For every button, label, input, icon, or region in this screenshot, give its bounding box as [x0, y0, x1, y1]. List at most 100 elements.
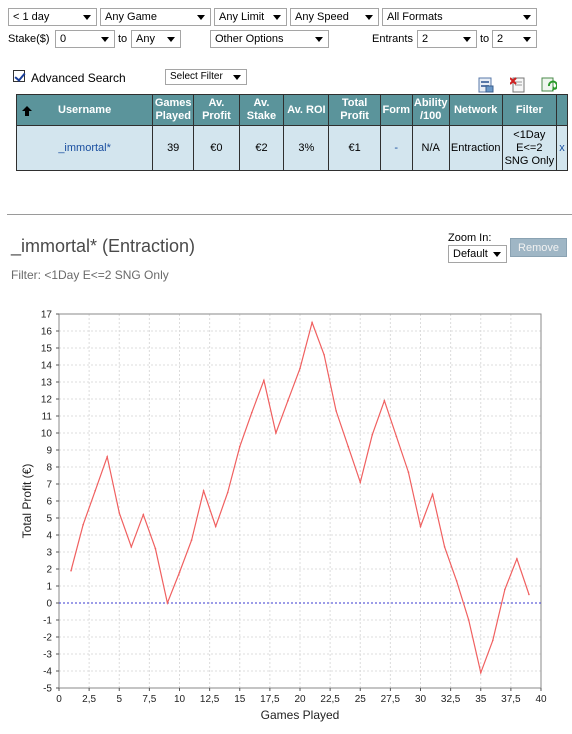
y-tick-label: 6: [46, 497, 52, 508]
entrants-max-select[interactable]: 2: [492, 30, 537, 48]
data-point: [528, 593, 530, 596]
x-tick-label: 2,5: [82, 694, 96, 705]
y-tick-label: -3: [43, 650, 52, 661]
entrants-max-value: 2: [497, 33, 504, 45]
data-point: [70, 569, 72, 572]
other-options-select[interactable]: Other Options: [210, 30, 329, 48]
data-point: [443, 546, 446, 548]
data-point: [251, 411, 253, 414]
data-point: [178, 571, 181, 574]
remove-cell[interactable]: x: [555, 125, 569, 171]
chevron-down-icon: [523, 37, 531, 42]
total-profit-header[interactable]: Total Profit: [328, 94, 381, 126]
x-tick-label: 20: [294, 694, 306, 705]
y-tick-label: 4: [46, 531, 52, 542]
data-point: [383, 399, 386, 402]
data-point: [166, 602, 169, 604]
data-point: [202, 490, 205, 492]
games-played-header[interactable]: Games Played: [152, 94, 195, 126]
table-header-row: Username Games Played Av. Profit Av. Sta…: [15, 94, 569, 126]
remove-button[interactable]: Remove: [510, 238, 567, 257]
data-point: [275, 432, 277, 434]
period-select-value: < 1 day: [13, 11, 50, 23]
data-point: [106, 456, 108, 458]
x-tick-label: 15: [234, 694, 246, 705]
player-filter-text: Filter: <1Day E<=2 SNG Only: [11, 268, 169, 282]
select-filter-dropdown[interactable]: Select Filter: [165, 69, 247, 85]
username-header[interactable]: Username: [15, 94, 154, 126]
data-point: [431, 493, 434, 496]
data-point: [238, 445, 241, 448]
av-profit-header[interactable]: Av. Profit: [193, 94, 240, 126]
chevron-down-icon: [365, 15, 373, 20]
data-point: [226, 491, 229, 494]
advanced-search-label: Advanced Search: [31, 71, 126, 85]
speed-select[interactable]: Any Speed: [290, 8, 379, 26]
username-cell[interactable]: _immortal*: [15, 125, 154, 171]
data-point: [371, 433, 374, 436]
ability-cell: N/A: [411, 125, 450, 171]
username-header-label: Username: [58, 103, 112, 116]
form-cell: -: [379, 125, 413, 171]
stake-max-value: Any: [136, 33, 155, 45]
av-roi-cell: 3%: [283, 125, 330, 171]
data-point: [359, 481, 362, 484]
format-select[interactable]: All Formats: [382, 8, 537, 26]
data-point: [299, 367, 301, 370]
entrants-min-select[interactable]: 2: [417, 30, 477, 48]
stake-label: Stake($): [8, 33, 50, 45]
x-tick-label: 7,5: [142, 694, 156, 705]
data-point: [516, 558, 518, 560]
plot-area: [59, 314, 541, 688]
x-tick-label: 22,5: [320, 694, 340, 705]
data-point: [190, 539, 193, 541]
av-stake-header[interactable]: Av. Stake: [238, 94, 285, 126]
y-tick-label: 2: [46, 565, 52, 576]
y-tick-label: -1: [43, 616, 52, 627]
stake-min-select[interactable]: 0: [55, 30, 115, 48]
player-title: _immortal* (Entraction): [11, 236, 196, 256]
data-point: [142, 513, 145, 516]
stake-max-select[interactable]: Any: [131, 30, 181, 48]
entrants-to-label: to: [480, 33, 490, 45]
y-tick-label: 9: [46, 446, 52, 457]
data-point: [395, 435, 398, 438]
period-select[interactable]: < 1 day: [8, 8, 97, 26]
chevron-down-icon: [101, 37, 109, 42]
av-stake-cell: €2: [238, 125, 285, 171]
stake-min-value: 0: [60, 33, 67, 45]
av-roi-header[interactable]: Av. ROI: [283, 94, 330, 126]
refresh-icon[interactable]: [541, 77, 557, 93]
x-tick-label: 17,5: [260, 694, 280, 705]
limit-select[interactable]: Any Limit: [214, 8, 287, 26]
x-tick-label: 10: [174, 694, 186, 705]
data-point: [94, 490, 96, 492]
zoom-select[interactable]: Default: [448, 245, 507, 263]
data-point: [492, 639, 494, 642]
network-header[interactable]: Network: [448, 94, 503, 126]
y-tick-label: 3: [46, 548, 52, 559]
y-tick-label: 5: [46, 514, 52, 525]
sort-up-icon[interactable]: [21, 105, 33, 117]
data-point: [118, 512, 121, 514]
y-tick-label: -2: [43, 633, 52, 644]
filter-cell: <1Day E<=2 SNG Only: [501, 125, 557, 171]
data-point: [407, 471, 410, 473]
username-link[interactable]: _immortal*: [58, 141, 111, 154]
filter-header: Filter: [501, 94, 557, 126]
delete-icon[interactable]: [510, 77, 526, 93]
advanced-search-checkbox[interactable]: [13, 70, 26, 82]
y-tick-label: 17: [41, 310, 53, 321]
stake-to-label: to: [118, 33, 128, 45]
form-value: -: [394, 141, 399, 154]
game-select[interactable]: Any Game: [100, 8, 211, 26]
network-cell: Entraction: [448, 125, 503, 171]
speed-select-value: Any Speed: [295, 11, 349, 23]
y-tick-label: -4: [43, 667, 52, 678]
form-header[interactable]: Form: [379, 94, 413, 126]
remove-row-link[interactable]: x: [559, 141, 565, 154]
ability-header[interactable]: Ability /100: [411, 94, 450, 126]
export-icon[interactable]: [478, 77, 494, 93]
plot-border: [58, 313, 542, 689]
y-tick-label: 15: [41, 344, 53, 355]
